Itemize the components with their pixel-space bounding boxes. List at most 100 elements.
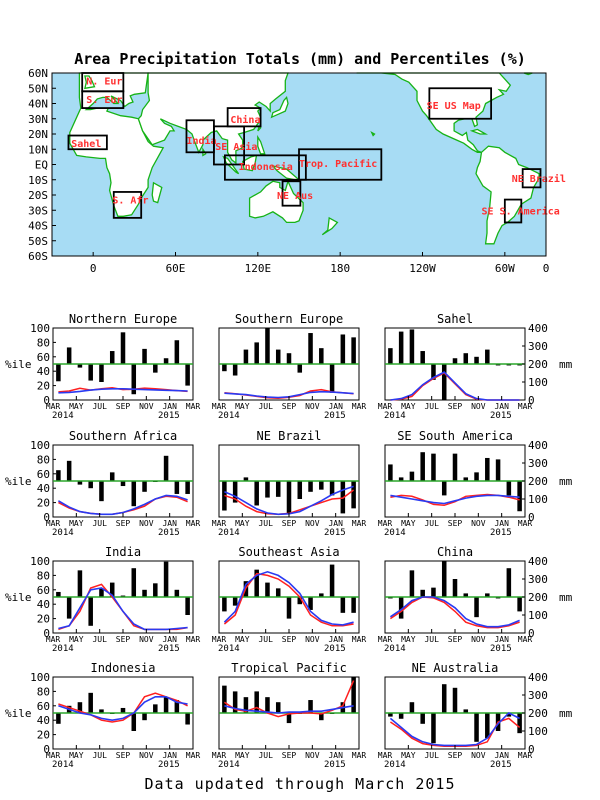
x-tick-label: JUL	[424, 519, 439, 528]
land-north-america	[356, 72, 512, 153]
left-tick-label: 40	[37, 714, 50, 727]
lon-tick-label: 60W	[495, 262, 515, 275]
x-tick-label: JUL	[92, 402, 107, 411]
lon-tick-label: 180	[330, 262, 350, 275]
percentile-bar	[420, 589, 425, 597]
x-tick-label: NOV	[471, 519, 486, 528]
percentile-bar	[463, 353, 469, 364]
x-tick-label: MAR	[212, 635, 227, 644]
percentile-bar	[485, 593, 490, 597]
year-label: 2015	[490, 411, 512, 421]
percentile-bar	[254, 481, 259, 506]
percentile-bar	[66, 460, 72, 481]
year-label: 2015	[158, 644, 180, 654]
right-tick-label: 200	[528, 358, 548, 371]
land-borneo	[241, 154, 258, 172]
left-tick-label: 60	[37, 584, 50, 597]
chart-panels: Northern Europe MAR MAY JUL SEP NOV JAN MAR 2014…	[5, 312, 573, 770]
percentile-bar	[185, 597, 190, 615]
percentile-bar	[131, 364, 137, 395]
percentile-bar	[420, 452, 425, 481]
panel-title: NE Brazil	[256, 429, 321, 443]
x-tick-label: MAY	[69, 751, 84, 760]
x-tick-label: JAN	[162, 519, 177, 528]
percentile-bar	[297, 481, 303, 499]
percentile-bar	[275, 588, 281, 597]
land-new-zealand	[321, 216, 339, 236]
percentile-bar	[441, 481, 447, 496]
percentile-bar	[254, 342, 259, 364]
percentile-bar	[120, 707, 126, 713]
x-tick-label: SEP	[116, 519, 131, 528]
land-cuba	[469, 128, 489, 135]
percentile-bar	[254, 569, 259, 597]
lat-tick-label: 40S	[28, 220, 48, 233]
x-tick-label: SEP	[282, 751, 297, 760]
left-tick-label: 80	[37, 453, 50, 466]
percentile-bar	[297, 364, 303, 373]
percentile-bar	[153, 364, 158, 373]
observed-line	[223, 572, 354, 627]
percentile-bar	[222, 685, 227, 713]
percentile-bar	[232, 364, 238, 376]
percentile-bar	[109, 472, 115, 481]
year-label: 2015	[324, 528, 346, 538]
x-tick-label: MAR	[378, 519, 393, 528]
observed-line	[389, 596, 520, 629]
land-australia	[248, 179, 304, 224]
percentile-bar	[319, 713, 324, 721]
x-tick-label: MAR	[352, 402, 367, 411]
lat-tick-label: 20S	[28, 189, 48, 202]
lat-tick-label: 10N	[28, 143, 48, 156]
percentile-bar	[431, 587, 436, 597]
right-tick-label: 0	[528, 627, 535, 640]
left-tick-label: 60	[37, 468, 50, 481]
percentile-bar	[232, 597, 238, 606]
percentile-bar	[142, 713, 147, 721]
panel-title: SE South America	[397, 429, 513, 443]
x-tick-label: SEP	[448, 402, 463, 411]
climatology-line	[58, 388, 188, 394]
x-tick-label: MAR	[186, 402, 201, 411]
right-tick-label: 0	[528, 394, 535, 407]
percentile-bar	[77, 364, 83, 368]
right-axis-label: mm	[559, 707, 573, 720]
x-tick-label: MAR	[518, 519, 533, 528]
x-tick-label: MAY	[401, 519, 416, 528]
year-label: 2014	[52, 760, 74, 770]
percentile-bar	[286, 353, 292, 364]
x-tick-label: MAR	[212, 402, 227, 411]
right-tick-label: 400	[528, 439, 548, 452]
percentile-bar	[131, 481, 137, 507]
footer-note: Data updated through March 2015	[144, 775, 456, 793]
left-axis-label: %ile	[5, 591, 32, 604]
year-label: 2015	[158, 760, 180, 770]
x-tick-label: MAY	[401, 751, 416, 760]
percentile-bar	[431, 713, 436, 744]
x-tick-label: SEP	[116, 751, 131, 760]
lon-tick-label: 120E	[245, 262, 272, 275]
region-box	[81, 90, 125, 109]
x-tick-label: MAR	[518, 751, 533, 760]
percentile-bar	[142, 348, 147, 364]
year-label: 2015	[324, 644, 346, 654]
percentile-bar	[398, 597, 404, 619]
percentile-bar	[131, 713, 137, 731]
percentile-bar	[243, 697, 249, 713]
x-tick-label: SEP	[282, 519, 297, 528]
percentile-bar	[88, 597, 93, 626]
lat-tick-label: EQ	[35, 159, 48, 172]
year-label: 2014	[52, 528, 74, 538]
region-box	[281, 180, 302, 207]
panel-title: Northern Europe	[69, 312, 177, 326]
x-tick-label: NOV	[305, 519, 320, 528]
percentile-bar	[388, 348, 393, 364]
percentile-bar	[286, 597, 292, 619]
panel-title: Southern Africa	[69, 429, 177, 443]
percentile-bar	[485, 457, 490, 481]
x-tick-label: MAR	[212, 519, 227, 528]
land-uk	[84, 75, 96, 90]
